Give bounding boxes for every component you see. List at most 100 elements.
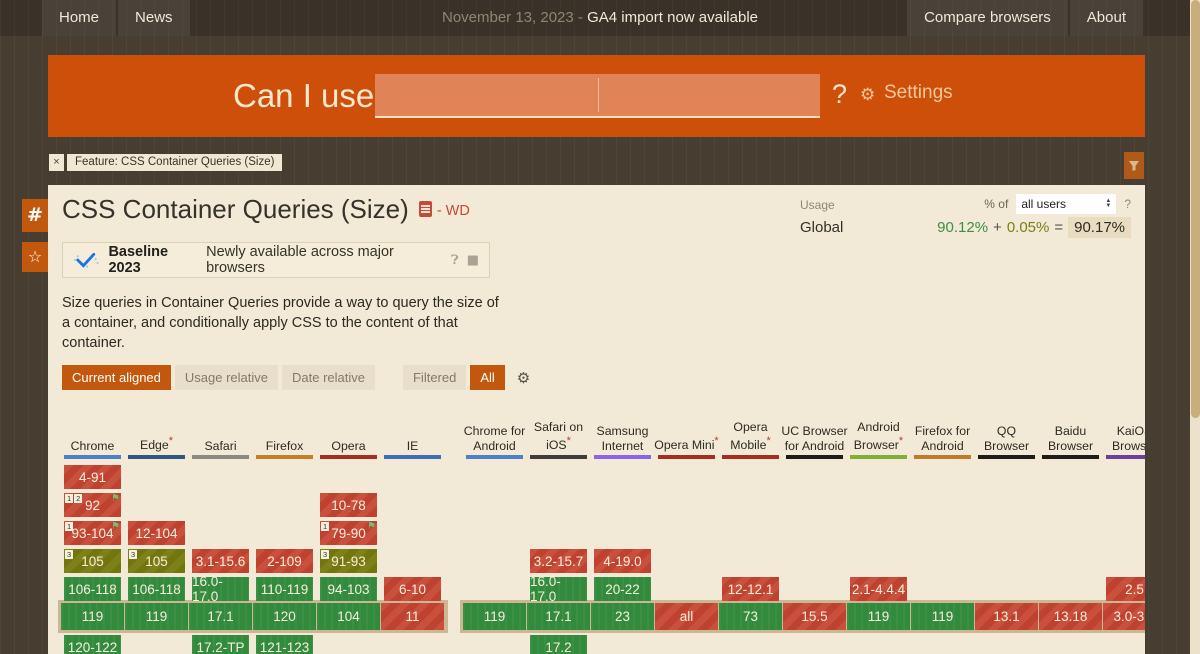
support-cell[interactable]: 2-109: [256, 549, 313, 573]
support-cell[interactable]: 92 1 2 ⚑: [64, 493, 121, 517]
nav-news[interactable]: News: [118, 0, 190, 36]
browser-column-header[interactable]: UC Browser for Android: [781, 424, 848, 453]
browser-column-header[interactable]: Opera: [331, 438, 366, 453]
note-badge[interactable]: 3: [65, 550, 74, 559]
support-cell[interactable]: 105 3: [64, 549, 121, 573]
support-cell[interactable]: 106-118: [128, 577, 185, 601]
settings-link[interactable]: Settings: [884, 82, 953, 103]
browser-column-header[interactable]: IE: [406, 438, 419, 453]
support-cell[interactable]: 17.1: [189, 603, 252, 630]
support-cell[interactable]: 119: [61, 603, 124, 630]
browser-column-header[interactable]: Opera Mini*: [654, 435, 719, 453]
note-badge[interactable]: 1: [65, 494, 74, 503]
settings-gear-icon[interactable]: ⚙: [860, 85, 876, 105]
page-scrollbar-thumb[interactable]: [1190, 0, 1200, 418]
note-badge[interactable]: 1: [65, 522, 74, 531]
browser-column-header[interactable]: Safari: [204, 438, 237, 453]
announcement-banner[interactable]: November 13, 2023 - GA4 import now avail…: [0, 0, 1200, 36]
support-cell[interactable]: 23: [591, 603, 654, 630]
support-cell[interactable]: 119: [911, 603, 974, 630]
site-logo[interactable]: Can I use: [233, 77, 375, 114]
spec-document-icon[interactable]: [418, 201, 432, 218]
support-cell[interactable]: 4-19.0: [594, 549, 651, 573]
support-cell[interactable]: 73: [719, 603, 782, 630]
browser-column-header[interactable]: Chrome for Android: [463, 424, 526, 453]
nav-home[interactable]: Home: [42, 0, 117, 36]
support-cell[interactable]: 16.0-17.0: [192, 574, 249, 604]
browser-column-header[interactable]: Chrome: [70, 438, 115, 453]
support-cell[interactable]: 104: [317, 603, 380, 630]
support-cell[interactable]: 120: [253, 603, 316, 630]
browser-column-header[interactable]: Opera Mobile*: [730, 419, 771, 453]
note-badge[interactable]: 3: [321, 550, 330, 559]
support-cell[interactable]: 3.0-3.1: [1103, 603, 1145, 630]
support-cell[interactable]: 13.1: [975, 603, 1038, 630]
support-cell[interactable]: 20-22: [594, 577, 651, 601]
support-cell[interactable]: 3.1-15.6: [192, 549, 249, 573]
nav-compare-browsers[interactable]: Compare browsers: [907, 0, 1068, 36]
search-input-secondary[interactable]: [597, 74, 820, 116]
support-cell[interactable]: 119: [463, 603, 526, 630]
current-aligned-button[interactable]: Current aligned: [62, 365, 171, 390]
note-badge[interactable]: 3: [129, 550, 138, 559]
spec-status-badge[interactable]: - WD: [436, 203, 470, 220]
support-cell[interactable]: 17.1: [527, 603, 590, 630]
baseline-help-icon[interactable]: ❓︎: [450, 252, 459, 268]
users-select-dropdown[interactable]: all users ▲ ▼: [1016, 194, 1117, 214]
support-cell[interactable]: 105 3: [128, 549, 185, 573]
support-cell[interactable]: 93-104 1 ⚑: [64, 521, 121, 545]
table-settings-gear-icon[interactable]: ⚙: [516, 368, 531, 387]
version-range: 23: [614, 609, 631, 624]
browser-column-header[interactable]: Safari on iOS*: [533, 419, 584, 453]
support-cell[interactable]: 11: [381, 603, 444, 630]
date-relative-button[interactable]: Date relative: [282, 365, 375, 390]
support-cell[interactable]: 91-93 3: [320, 549, 377, 573]
support-cell[interactable]: 119: [125, 603, 188, 630]
support-cell[interactable]: 79-90 1 ⚑: [320, 521, 377, 545]
nav-about[interactable]: About: [1069, 0, 1143, 36]
support-cell[interactable]: 120-122: [64, 635, 121, 654]
browser-column-header[interactable]: Firefox for Android: [914, 424, 971, 453]
support-cell[interactable]: 10-78: [320, 493, 377, 517]
usage-help-icon[interactable]: ?: [1124, 197, 1131, 211]
favorite-star-icon[interactable]: ☆: [22, 242, 48, 272]
browser-column-header[interactable]: Baidu Browser: [1047, 424, 1094, 453]
usage-relative-button[interactable]: Usage relative: [174, 365, 278, 390]
support-cell[interactable]: 2.1-4.4.4: [850, 577, 907, 601]
browser-column-header[interactable]: QQ Browser: [983, 424, 1030, 453]
permalink-hash-icon[interactable]: #: [22, 199, 48, 232]
support-cell[interactable]: 13.18: [1039, 603, 1102, 630]
announcement-text[interactable]: GA4 import now available: [587, 9, 758, 26]
browser-column-header[interactable]: Edge*: [140, 435, 173, 453]
note-badges: 3: [321, 550, 330, 559]
support-cell[interactable]: 2.5: [1106, 577, 1145, 601]
page-scrollbar-track[interactable]: [1190, 0, 1200, 654]
support-cell[interactable]: 16.0-17.0: [530, 574, 587, 604]
support-cell[interactable]: 121-123: [256, 635, 313, 654]
browser-column-header[interactable]: KaiOS Browser: [1111, 424, 1145, 453]
note-badge[interactable]: 2: [74, 494, 83, 503]
search-input[interactable]: [375, 74, 598, 116]
support-cell[interactable]: 4-91: [64, 465, 121, 489]
browser-column-header[interactable]: Firefox: [265, 438, 304, 453]
browser-column-header[interactable]: Android Browser*: [853, 419, 904, 453]
filter-funnel-button[interactable]: [1124, 152, 1144, 179]
all-button[interactable]: All: [470, 365, 505, 390]
baseline-feedback-icon[interactable]: ■: [466, 252, 479, 268]
support-cell[interactable]: 110-119: [256, 577, 313, 601]
support-cell[interactable]: 17.2: [530, 635, 587, 654]
support-cell[interactable]: 17.2-TP: [192, 635, 249, 654]
support-cell[interactable]: 12-104: [128, 521, 185, 545]
support-cell[interactable]: all: [655, 603, 718, 630]
support-cell[interactable]: 15.5: [783, 603, 846, 630]
note-badge[interactable]: 1: [321, 522, 330, 531]
support-cell[interactable]: 6-10: [384, 577, 441, 601]
browser-column-header[interactable]: Samsung Internet: [596, 424, 649, 453]
feature-tag-close-button[interactable]: ×: [49, 154, 64, 171]
support-cell[interactable]: 119: [847, 603, 910, 630]
support-cell[interactable]: 12-12.1: [722, 577, 779, 601]
support-cell[interactable]: 3.2-15.7: [530, 549, 587, 573]
support-cell[interactable]: 106-118: [64, 577, 121, 601]
filtered-button[interactable]: Filtered: [402, 365, 467, 390]
support-cell[interactable]: 94-103: [320, 577, 377, 601]
